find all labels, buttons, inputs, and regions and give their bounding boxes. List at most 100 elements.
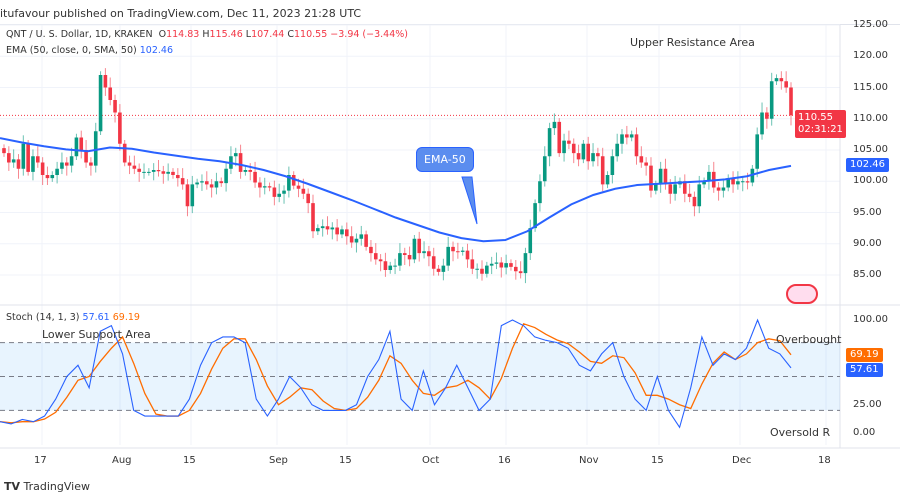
symbol-legend[interactable]: QNT / U. S. Dollar, 1D, KRAKEN O114.83 H…: [6, 29, 408, 40]
candle-body: [7, 153, 11, 163]
candle-body: [330, 227, 335, 230]
currency-icon: [786, 284, 818, 304]
candle-body: [180, 178, 185, 185]
candle-body: [605, 175, 610, 185]
candle-body: [436, 268, 441, 272]
candle-body: [639, 156, 644, 163]
candle-body: [253, 171, 257, 183]
candle-body: [340, 229, 344, 235]
low-label: L: [245, 29, 252, 40]
candle-body: [103, 75, 108, 88]
candle-body: [489, 263, 494, 266]
candle-body: [567, 140, 571, 144]
candle-body: [93, 131, 98, 166]
candle-body: [118, 112, 122, 144]
stoch-k-value: 57.61: [82, 312, 110, 323]
candle-body: [654, 184, 658, 191]
candle-body: [132, 165, 137, 169]
stoch-tick: 100.00: [853, 314, 888, 325]
change-value: −3.94 (−3.44%): [330, 29, 408, 40]
candle-body: [204, 181, 209, 185]
candle-body: [398, 253, 402, 266]
brand-name: TradingView: [23, 480, 90, 493]
ema-legend[interactable]: EMA (50, close, 0, SMA, 50) 102.46: [6, 45, 173, 56]
stoch-legend[interactable]: Stoch (14, 1, 3) 57.61 69.19: [6, 312, 140, 323]
overbought-label: Overbought: [776, 333, 842, 346]
ema-price-badge: 102.46: [846, 158, 889, 172]
candle-body: [262, 186, 267, 188]
candle-body: [89, 162, 93, 166]
stoch-d-line: [0, 322, 792, 424]
price-tick: 95.00: [853, 206, 882, 218]
candle-body: [644, 162, 648, 166]
candle-body: [427, 251, 431, 257]
candle-body: [576, 153, 581, 160]
stoch-tick: 0.00: [853, 427, 876, 438]
candle-body: [282, 190, 286, 194]
candle-body: [373, 253, 378, 260]
candle-body: [779, 78, 784, 82]
candle-body: [26, 143, 30, 172]
candle-body: [731, 178, 735, 185]
candle-body: [774, 78, 779, 82]
candle-body: [668, 184, 673, 194]
candle-body: [663, 168, 668, 185]
stoch-d-value: 69.19: [112, 312, 140, 323]
low-value: 107.44: [251, 29, 285, 40]
candle-body: [219, 181, 224, 184]
tradingview-logo: TV TradingView: [4, 480, 90, 493]
candle-body: [518, 271, 523, 274]
price-tick: 90.00: [853, 237, 882, 249]
price-tick: 125.00: [853, 19, 888, 30]
candle-body: [79, 137, 84, 150]
last-price: 110.55: [798, 112, 833, 123]
stoch-d-badge: 69.19: [846, 348, 883, 362]
candle-body: [243, 170, 248, 172]
candle-body: [417, 238, 422, 254]
candle-body: [736, 181, 740, 185]
candle-body: [176, 175, 180, 179]
candle-body: [272, 187, 277, 197]
price-tick: 120.00: [853, 50, 888, 62]
candle-body: [258, 182, 262, 188]
ema-value: 102.46: [139, 45, 173, 56]
high-label: H: [202, 29, 210, 40]
candle-body: [620, 134, 624, 144]
candle-body: [393, 265, 397, 267]
time-tick: Oct: [422, 455, 440, 466]
candle-body: [634, 134, 639, 157]
callout-pointer: [461, 176, 478, 225]
candle-body: [784, 81, 788, 88]
candle-body: [287, 175, 291, 191]
ema-label: EMA (50, close, 0, SMA, 50): [6, 45, 137, 56]
candle-body: [422, 251, 426, 254]
candle-body: [142, 171, 146, 173]
candle-body: [161, 171, 166, 174]
candle-body: [509, 263, 513, 267]
candle-body: [2, 148, 6, 154]
lower-support-label: Lower Support Area: [42, 328, 151, 341]
time-tick: Sep: [269, 455, 288, 466]
candle-body: [513, 266, 518, 272]
candle-body: [16, 159, 21, 169]
ema-50-callout: EMA-50: [416, 147, 474, 172]
candle-body: [504, 263, 508, 268]
candle-body: [480, 268, 484, 274]
time-tick: 17: [34, 455, 47, 466]
time-tick: 16: [498, 455, 511, 466]
candle-body: [402, 253, 407, 255]
candle-body: [301, 188, 306, 194]
high-value: 115.46: [209, 29, 243, 40]
candle-body: [673, 184, 677, 194]
candle-body: [335, 227, 339, 235]
candle-body: [687, 193, 692, 197]
candle-body: [649, 165, 653, 191]
candle-body: [615, 143, 619, 157]
candle-body: [533, 203, 537, 229]
candle-body: [460, 250, 465, 252]
candle-body: [127, 162, 132, 166]
candle-body: [702, 181, 706, 185]
candle-body: [291, 175, 296, 186]
candle-body: [306, 193, 310, 204]
